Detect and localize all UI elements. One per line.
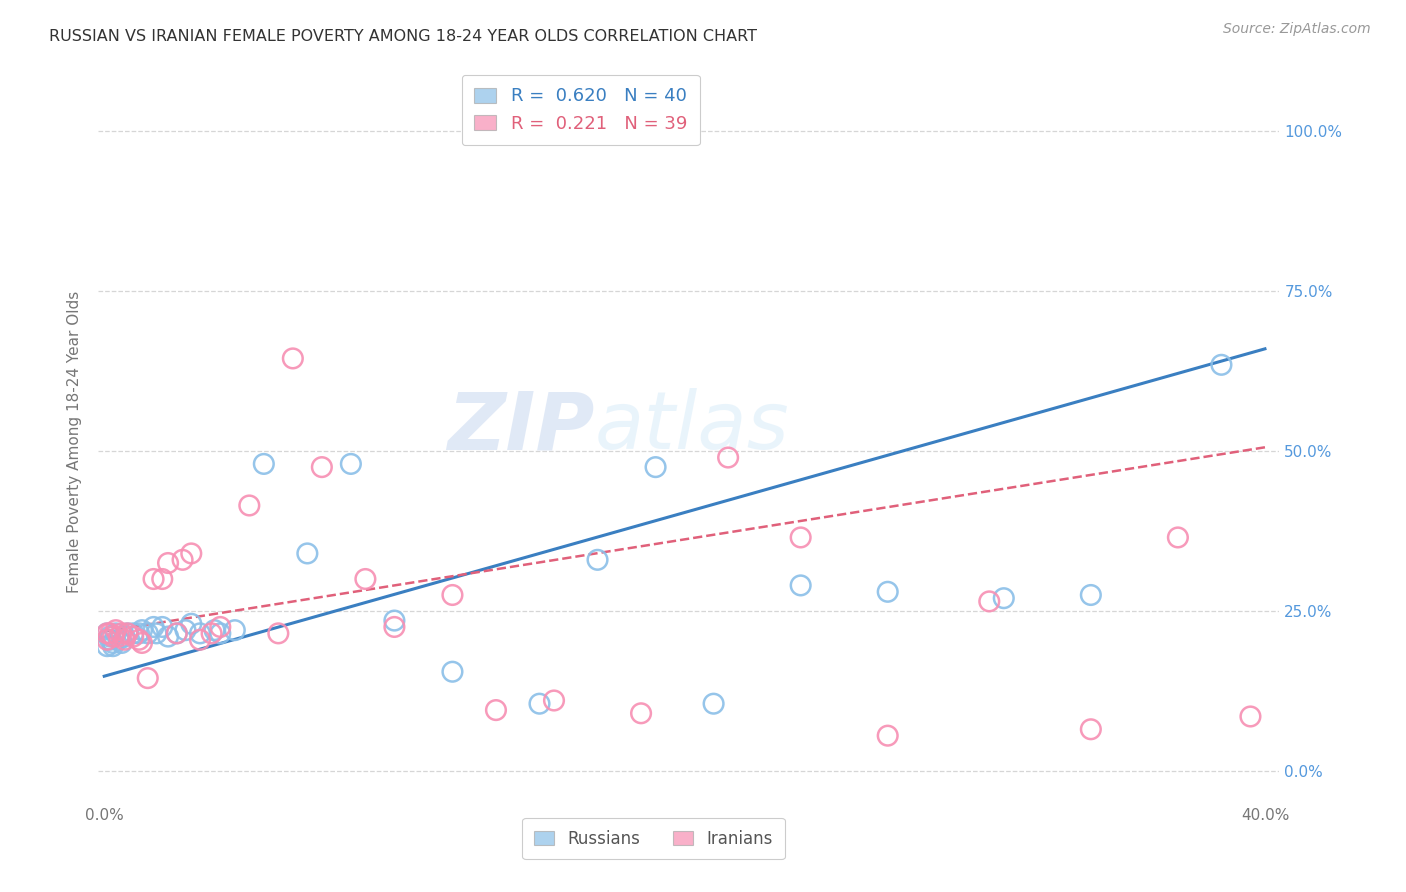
Point [979,594,1001,608]
Point [281,351,304,366]
Point [200,626,222,640]
Point [209,620,232,634]
Point [174,623,197,637]
Point [209,626,232,640]
Point [101,636,124,650]
Point [1211,358,1233,372]
Point [114,630,136,644]
Point [131,636,153,650]
Point [172,553,194,567]
Point [142,572,165,586]
Point [131,623,153,637]
Point [630,706,652,721]
Point [717,450,740,465]
Point [253,457,276,471]
Point [142,620,165,634]
Point [180,616,202,631]
Point [150,572,173,586]
Point [111,626,134,640]
Point [107,632,129,647]
Point [150,620,173,634]
Text: Source: ZipAtlas.com: Source: ZipAtlas.com [1223,22,1371,37]
Point [238,499,260,513]
Point [166,626,188,640]
Point [340,457,363,471]
Point [441,665,464,679]
Point [117,626,139,640]
Point [157,630,180,644]
Legend: Russians, Iranians: Russians, Iranians [522,818,785,860]
Point [311,460,333,475]
Point [98,630,121,644]
Point [96,639,118,653]
Text: atlas: atlas [595,388,789,467]
Point [145,626,167,640]
Point [98,632,121,647]
Point [1080,588,1102,602]
Point [224,623,246,637]
Point [136,671,159,685]
Point [136,626,159,640]
Point [485,703,508,717]
Point [644,460,666,475]
Point [166,626,188,640]
Point [128,626,150,640]
Point [107,630,129,644]
Point [1239,709,1261,723]
Y-axis label: Female Poverty Among 18-24 Year Olds: Female Poverty Among 18-24 Year Olds [67,291,83,592]
Point [117,626,139,640]
Point [128,632,150,647]
Point [188,632,211,647]
Point [122,626,145,640]
Point [111,636,134,650]
Point [703,697,725,711]
Point [101,639,124,653]
Point [993,591,1015,606]
Point [441,588,464,602]
Point [204,623,226,637]
Point [876,584,898,599]
Point [96,632,118,647]
Point [384,614,406,628]
Text: ZIP: ZIP [447,388,595,467]
Point [297,546,319,560]
Point [96,626,118,640]
Point [180,546,202,560]
Point [789,578,811,592]
Point [122,630,145,644]
Point [789,531,811,545]
Point [98,626,121,640]
Point [101,630,124,644]
Point [104,623,127,637]
Point [96,626,118,640]
Point [529,697,551,711]
Point [543,693,565,707]
Point [586,553,609,567]
Point [188,626,211,640]
Text: RUSSIAN VS IRANIAN FEMALE POVERTY AMONG 18-24 YEAR OLDS CORRELATION CHART: RUSSIAN VS IRANIAN FEMALE POVERTY AMONG … [49,29,758,44]
Point [354,572,377,586]
Point [384,620,406,634]
Point [267,626,290,640]
Point [157,556,180,570]
Point [104,626,127,640]
Point [1080,723,1102,737]
Point [114,632,136,647]
Point [1167,531,1189,545]
Point [876,729,898,743]
